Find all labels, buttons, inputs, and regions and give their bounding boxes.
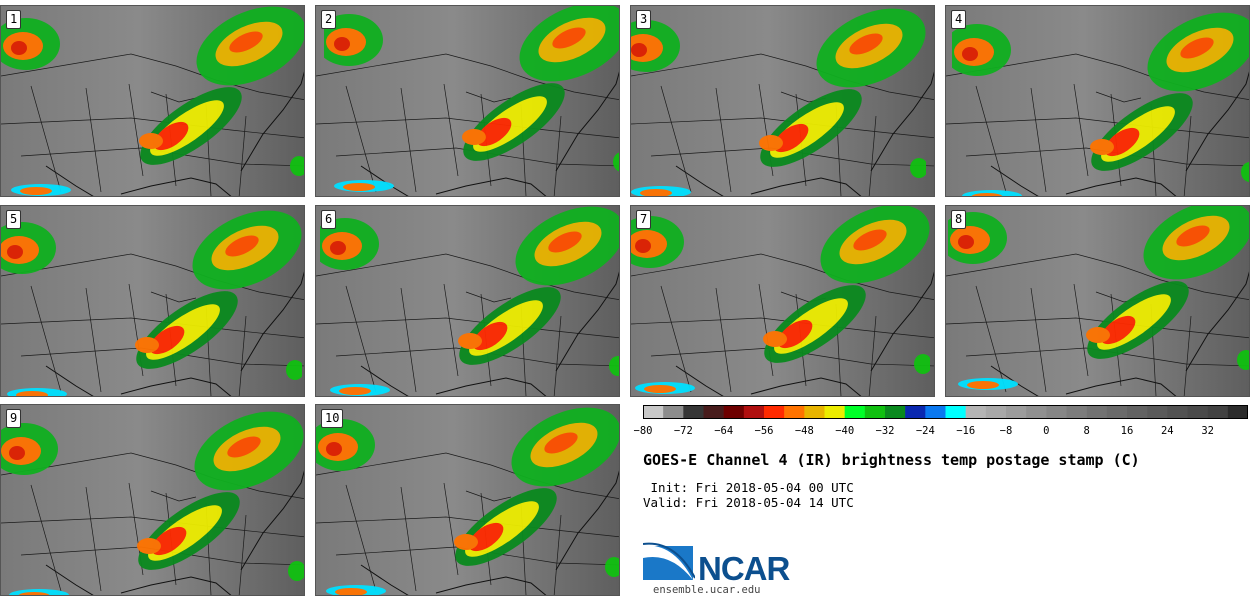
- colorbar-tick-label: −56: [754, 425, 774, 437]
- panel-label: 6: [321, 210, 337, 229]
- colorbar-bin: [1227, 405, 1248, 419]
- colorbar-bin: [985, 405, 1007, 419]
- colorbar-tick-label: 8: [1083, 425, 1090, 437]
- colorbar-tick-label: −80: [633, 425, 653, 437]
- colorbar-bin: [1026, 405, 1047, 419]
- colorbar-bin: [945, 405, 966, 419]
- colorbar-tick-label: −8: [999, 425, 1013, 437]
- website-url: ensemble.ucar.edu: [653, 584, 761, 596]
- colorbar-bin: [1167, 405, 1188, 419]
- colorbar-tick-label: 0: [1043, 425, 1050, 437]
- colorbar-bin: [723, 405, 745, 419]
- colorbar-bin: [663, 405, 684, 419]
- panel-10: 10: [315, 404, 620, 596]
- colorbar-bin: [885, 405, 906, 419]
- colorbar-bin: [743, 405, 765, 419]
- colorbar-tick-label: −24: [915, 425, 935, 437]
- colorbar-tick-label: 16: [1120, 425, 1134, 437]
- panel-label: 7: [636, 210, 652, 229]
- colorbar-tick-label: −64: [714, 425, 734, 437]
- panel-4: 4: [945, 5, 1250, 197]
- panel-label: 10: [321, 409, 344, 428]
- colorbar-bin: [1066, 405, 1087, 419]
- colorbar-bin: [824, 405, 845, 419]
- colorbar-bin: [1147, 405, 1168, 419]
- colorbar-tick-label: −40: [835, 425, 855, 437]
- panel-1: 1: [0, 5, 305, 197]
- colorbar-bin: [764, 405, 785, 419]
- panel-label: 5: [6, 210, 22, 229]
- colorbar-bin: [1187, 405, 1208, 419]
- panel-label: 3: [636, 10, 652, 29]
- panel-label: 1: [6, 10, 22, 29]
- colorbar-bin: [683, 405, 704, 419]
- colorbar-bin: [1106, 405, 1128, 419]
- colorbar-tick-label: −32: [875, 425, 895, 437]
- colorbar-bin: [1127, 405, 1148, 419]
- panel-label: 4: [951, 10, 967, 29]
- colorbar-tick-label: −16: [956, 425, 976, 437]
- colorbar-bin: [703, 405, 724, 419]
- colorbar-bin: [1006, 405, 1027, 419]
- ncar-logo-text: NCAR: [698, 550, 790, 587]
- panel-9: 9: [0, 404, 305, 596]
- panel-2: 2: [315, 5, 620, 197]
- panel-6: 6: [315, 205, 620, 397]
- colorbar-bin: [864, 405, 886, 419]
- colorbar-bin: [1207, 405, 1229, 419]
- colorbar-bin: [905, 405, 926, 419]
- colorbar-border: [643, 405, 1248, 419]
- colorbar-bin: [1046, 405, 1067, 419]
- colorbar-tick-label: 24: [1160, 425, 1174, 437]
- colorbar-tick-label: −48: [794, 425, 814, 437]
- panel-7: 7: [630, 205, 935, 397]
- colorbar-tick-label: 32: [1201, 425, 1215, 437]
- ncar-logo-icon: [643, 542, 695, 580]
- colorbar-bin: [804, 405, 825, 419]
- valid-time: Valid: Fri 2018-05-04 14 UTC: [643, 495, 854, 510]
- init-time: Init: Fri 2018-05-04 00 UTC: [643, 480, 854, 495]
- colorbar-bin: [643, 405, 664, 419]
- colorbar-bin: [925, 405, 946, 419]
- panel-label: 2: [321, 10, 337, 29]
- colorbar-tick-labels: −80 −72 −64 −56 −48 −40 −32 −24 −16 −8 0 8 16 24 32: [634, 425, 1253, 439]
- panel-8: 8: [945, 205, 1250, 397]
- colorbar-bin: [844, 405, 866, 419]
- panel-5: 5: [0, 205, 305, 397]
- panel-label: 8: [951, 210, 967, 229]
- chart-title: GOES-E Channel 4 (IR) brightness temp po…: [643, 451, 1140, 469]
- colorbar-bin: [784, 405, 805, 419]
- colorbar: [643, 405, 1248, 419]
- colorbar-tick-label: −72: [673, 425, 693, 437]
- panel-3: 3: [630, 5, 935, 197]
- colorbar-bin: [1086, 405, 1108, 419]
- panel-label: 9: [6, 409, 22, 428]
- colorbar-bin: [965, 405, 987, 419]
